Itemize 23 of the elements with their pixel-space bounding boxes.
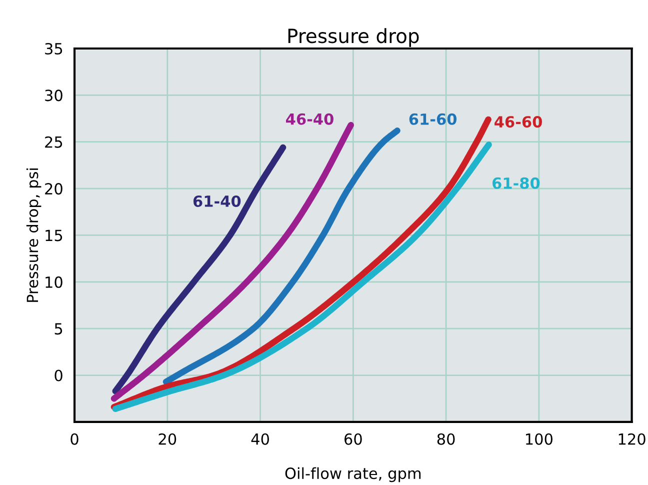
y-tick-label: 15 [46,230,62,242]
series-label: 61-80 [492,177,540,189]
y-axis-title: Pressure drop, psi [26,168,42,302]
y-tick-label: 35 [45,42,62,55]
chart-title: Pressure drop [288,28,419,47]
x-axis-title: Oil-flow rate, gpm [285,467,421,482]
y-tick-label: 25 [45,136,62,148]
y-tick-label: 0 [54,370,62,382]
y-tick-label: 30 [45,90,62,102]
x-tick-label: 120 [618,433,646,445]
y-tick-label: 20 [45,183,62,195]
x-tick-label: 0 [70,433,78,445]
x-tick-label: 80 [437,433,455,445]
series-label: 46-60 [494,116,542,128]
x-tick-label: 100 [526,433,552,445]
y-tick-label: 10 [46,276,62,288]
series-label: 61-60 [409,113,457,125]
series-label: 61-40 [193,195,241,208]
x-tick-label: 60 [344,433,362,445]
y-tick-label: 5 [54,323,62,335]
x-tick-label: 20 [158,433,176,445]
series-label: 46-40 [286,113,334,125]
x-tick-label: 40 [251,433,269,445]
